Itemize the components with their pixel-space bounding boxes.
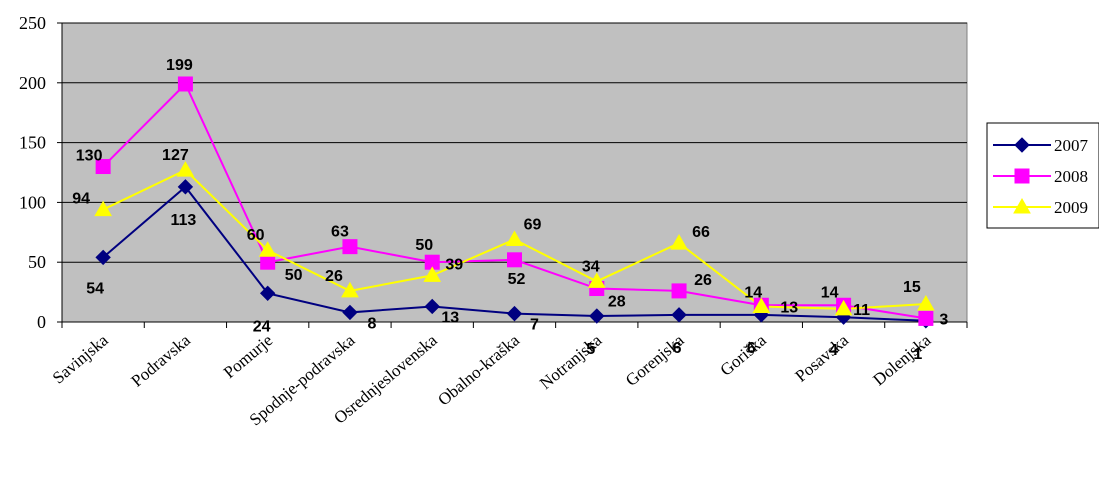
data-point-2009	[834, 299, 853, 316]
data-label-2009: 127	[162, 147, 189, 164]
data-label-2007: 13	[441, 309, 459, 326]
y-tick-label: 100	[19, 192, 46, 212]
data-label-2007: 4	[829, 342, 838, 359]
data-point-2008	[507, 252, 522, 268]
data-point-2009	[258, 241, 277, 257]
data-point-2007	[342, 304, 358, 321]
data-label-2007: 113	[171, 212, 197, 229]
data-label-2008: 3	[939, 311, 948, 328]
data-label-2008: 26	[694, 272, 712, 289]
data-label-2008: 14	[744, 284, 762, 301]
y-tick-label: 200	[19, 73, 46, 93]
data-label-2007: 7	[530, 317, 539, 334]
legend-marker-2008	[1014, 168, 1030, 184]
data-label-2007: 54	[86, 280, 104, 297]
data-label-2009: 15	[903, 279, 921, 296]
data-point-2008	[260, 254, 276, 270]
legend-label: 2009	[1054, 198, 1088, 217]
data-label-2009: 26	[325, 268, 343, 285]
data-label-2007: 1	[913, 346, 922, 363]
data-label-2008: 50	[415, 237, 433, 254]
data-point-2008	[918, 310, 934, 326]
data-label-2009: 60	[247, 227, 265, 244]
data-label-2007: 6	[747, 340, 756, 357]
data-point-2009	[423, 266, 442, 282]
y-tick-label: 250	[19, 13, 46, 33]
x-category-label: Posavska	[791, 330, 852, 386]
legend-marker-2007	[1014, 137, 1030, 153]
x-category-label: Obalno-kraška	[434, 330, 523, 409]
x-category-label: Goriška	[716, 330, 770, 379]
data-point-2009	[341, 281, 359, 298]
data-label-2008: 199	[166, 57, 193, 74]
y-tick-label: 0	[37, 312, 46, 332]
data-point-2008	[95, 159, 111, 175]
y-tick-label: 50	[28, 252, 46, 272]
x-axis: Savinjska Podravska PomurjeSpodnje-podravs…	[49, 321, 968, 429]
x-category-label: Podravska	[128, 330, 195, 390]
x-category-label: Savinjska	[49, 330, 112, 387]
data-label-2009: 11	[853, 302, 870, 319]
data-point-2009	[670, 234, 688, 250]
data-label-2007: 6	[673, 340, 682, 357]
legend-label: 2008	[1054, 167, 1088, 186]
data-point-2007	[589, 308, 605, 324]
data-label-2008: 28	[608, 294, 626, 311]
data-point-2009	[587, 272, 606, 288]
data-label-2008: 50	[285, 267, 303, 284]
data-point-2007	[259, 285, 276, 302]
data-point-2007	[95, 249, 111, 266]
data-point-2009	[917, 295, 935, 311]
data-point-2008	[342, 239, 358, 255]
series-group	[94, 76, 935, 329]
data-point-2009	[752, 297, 771, 313]
data-label-2007: 24	[253, 318, 271, 335]
data-label-2008: 14	[821, 284, 839, 301]
data-point-2009	[176, 161, 195, 177]
y-axis: 0 50 100 150 200 250	[19, 13, 63, 332]
data-point-2008	[671, 283, 687, 299]
data-point-2009	[505, 230, 524, 246]
data-point-2007	[424, 298, 440, 315]
data-label-2008: 63	[331, 224, 349, 241]
data-label-2007: 5	[586, 341, 595, 358]
data-point-2007	[177, 179, 194, 195]
data-label-2008: 52	[508, 271, 526, 288]
x-category-label: Notranjska	[536, 330, 606, 393]
data-label-2007: 8	[368, 315, 377, 332]
data-label-2009: 34	[582, 258, 600, 275]
legend-label: 2007	[1054, 136, 1089, 155]
plot-area	[61, 22, 968, 323]
data-point-2008	[177, 76, 193, 92]
data-label-2008: 130	[76, 148, 103, 165]
data-point-2009	[94, 200, 112, 217]
x-category-label: Dolenjska	[869, 330, 934, 389]
data-label-2009: 94	[72, 191, 90, 208]
data-label-2009: 66	[692, 224, 710, 241]
legend-marker-2009	[1013, 197, 1031, 214]
data-point-2007	[506, 305, 523, 322]
data-label-2009: 13	[780, 299, 798, 316]
y-tick-label: 150	[19, 133, 46, 153]
data-label-2009: 39	[445, 256, 463, 273]
legend: 2007 2008 2009	[986, 122, 1099, 229]
data-label-2009: 69	[524, 216, 542, 233]
data-point-2007	[671, 307, 687, 323]
x-category-label: Pomurje	[220, 331, 276, 383]
